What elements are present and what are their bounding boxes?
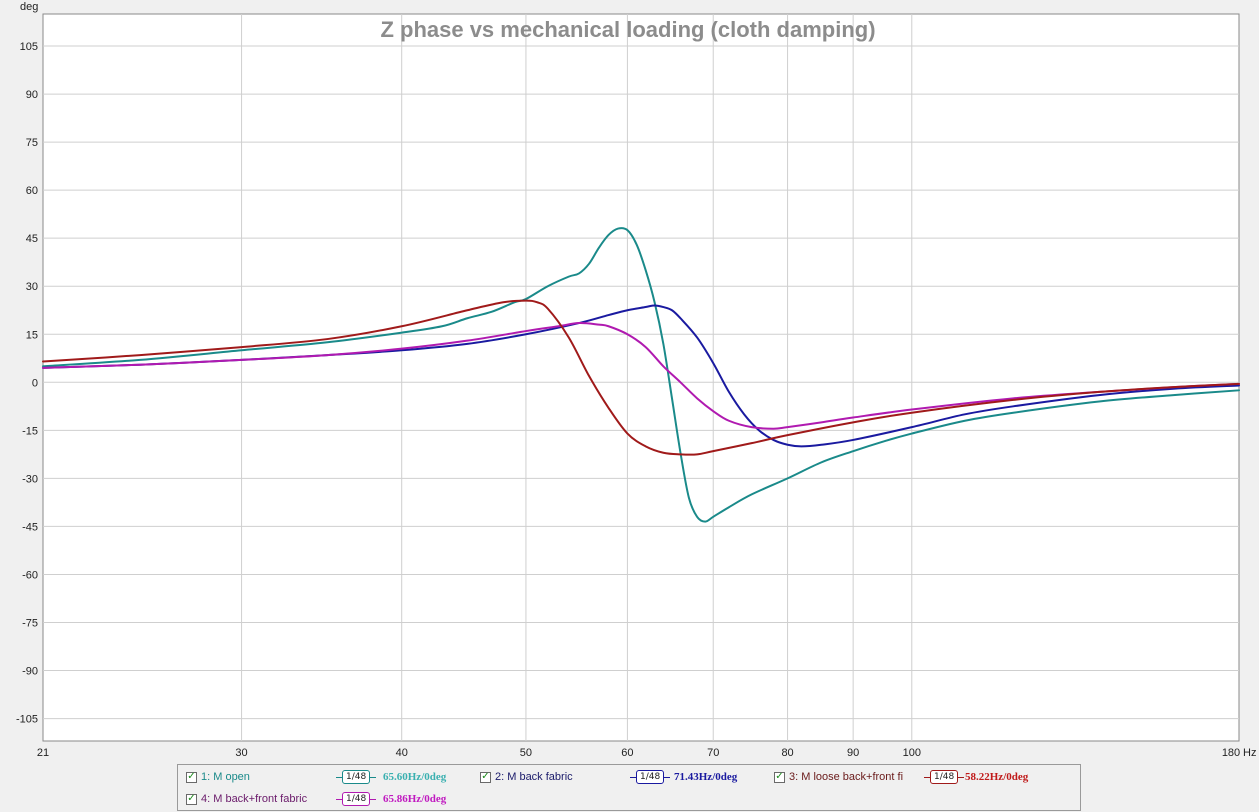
y-tick-label: -15: [22, 425, 38, 437]
legend-series-name: 4: M back+front fabric: [201, 793, 308, 805]
y-tick-label: -45: [22, 521, 38, 533]
y-tick-label: 90: [26, 89, 38, 101]
y-tick-label: -90: [22, 666, 38, 678]
cursor-reading-1: 65.60Hz/0deg: [383, 771, 447, 783]
legend-series-name: 3: M loose back+front fi: [789, 771, 904, 783]
series-lines: [42, 227, 1240, 523]
checkbox-checked-icon[interactable]: ✓: [480, 771, 491, 783]
y-tick-label: 30: [26, 281, 38, 293]
y-axis-unit-label: deg: [20, 1, 38, 13]
phase-chart: 105 90 75 60 45 30 15 0 -15 -30 -45 -60 -75 -90 -105 2…: [16, 1, 1256, 759]
y-tick-label: -105: [16, 714, 38, 726]
y-tick-labels: 105 90 75 60 45 30 15 0 -15 -30 -45 -60 -75 -90 -105: [16, 41, 38, 726]
smoothing-indicator-2[interactable]: 1/48: [630, 770, 671, 784]
chart-title: Z phase vs mechanical loading (cloth dam…: [380, 17, 875, 42]
y-tick-label: -30: [22, 473, 38, 485]
legend: ✓ 1: M open 1/48 65.60Hz/0deg ✓ 2: M bac…: [177, 764, 1081, 811]
x-tick-label: 90: [847, 747, 859, 759]
legend-item-4[interactable]: ✓ 4: M back+front fabric: [186, 789, 307, 809]
cursor-reading-2: 71.43Hz/0deg: [674, 771, 738, 783]
x-tick-label: 30: [235, 747, 247, 759]
legend-series-name: 2: M back fabric: [495, 771, 573, 783]
y-tick-label: 0: [32, 377, 38, 389]
legend-item-1[interactable]: ✓ 1: M open: [186, 767, 250, 787]
x-tick-label: 100: [903, 747, 921, 759]
x-tick-label: 60: [621, 747, 633, 759]
cursor-reading-3: 58.22Hz/0deg: [965, 771, 1029, 783]
y-tick-label: -75: [22, 618, 38, 630]
smoothing-indicator-1[interactable]: 1/48: [336, 770, 377, 784]
x-axis-unit-label: Hz: [1243, 747, 1256, 759]
smoothing-label: 1/48: [930, 770, 959, 784]
checkbox-checked-icon[interactable]: ✓: [774, 771, 785, 783]
y-tick-label: 75: [26, 137, 38, 149]
series-line-2: [42, 304, 1240, 448]
checkbox-checked-icon[interactable]: ✓: [186, 771, 197, 783]
y-tick-label: 60: [26, 185, 38, 197]
x-tick-label: 80: [781, 747, 793, 759]
legend-series-name: 1: M open: [201, 771, 250, 783]
cursor-reading-4: 65.86Hz/0deg: [383, 793, 447, 805]
legend-row-1: ✓ 1: M open 1/48 65.60Hz/0deg ✓ 2: M bac…: [178, 767, 1080, 787]
y-tick-label: -60: [22, 569, 38, 581]
smoothing-indicator-4[interactable]: 1/48: [336, 792, 377, 806]
smoothing-indicator-3[interactable]: 1/48: [924, 770, 965, 784]
smoothing-label: 1/48: [342, 770, 371, 784]
legend-row-2: ✓ 4: M back+front fabric 1/48 65.86Hz/0d…: [178, 789, 1080, 809]
x-tick-label: 21: [37, 747, 49, 759]
y-tick-label: 15: [26, 329, 38, 341]
smoothing-label: 1/48: [636, 770, 665, 784]
legend-item-2[interactable]: ✓ 2: M back fabric: [480, 767, 573, 787]
plot-area: [42, 13, 1240, 742]
x-tick-label: 70: [707, 747, 719, 759]
checkbox-checked-icon[interactable]: ✓: [186, 793, 197, 805]
smoothing-label: 1/48: [342, 792, 371, 806]
series-line-1: [42, 227, 1240, 523]
x-tick-labels: 21 30 40 50 60 70 80 90 100 180: [37, 747, 1240, 759]
x-tick-label: 50: [520, 747, 532, 759]
y-tick-label: 45: [26, 233, 38, 245]
x-tick-label: 40: [396, 747, 408, 759]
gridlines: [43, 14, 1239, 741]
x-tick-label: 180: [1222, 747, 1240, 759]
series-line-4: [42, 322, 1240, 430]
y-tick-label: 105: [20, 41, 38, 53]
series-line-3: [42, 299, 1240, 456]
legend-item-3[interactable]: ✓ 3: M loose back+front fi: [774, 767, 903, 787]
